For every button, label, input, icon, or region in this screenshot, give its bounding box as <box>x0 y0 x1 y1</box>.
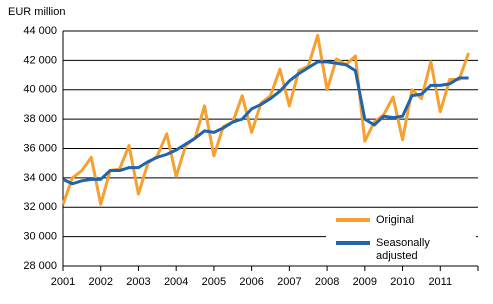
series-line <box>62 60 469 186</box>
y-tick-label: 44 000 <box>23 25 57 37</box>
x-tick-label: 2006 <box>239 276 263 288</box>
y-tick-label: 42 000 <box>23 54 57 66</box>
x-tick-label: 2007 <box>277 276 301 288</box>
x-tick-label: 2003 <box>126 276 150 288</box>
x-tick-label: 2009 <box>353 276 377 288</box>
series-line <box>61 33 470 206</box>
y-tick-label: 34 000 <box>23 172 57 184</box>
x-tick-label: 2008 <box>315 276 339 288</box>
x-tick-label: 2005 <box>202 276 226 288</box>
y-tick-label: 30 000 <box>23 231 57 243</box>
x-tick-label: 2002 <box>88 276 112 288</box>
y-tick-label: 32 000 <box>23 201 57 213</box>
x-tick-label: 2001 <box>51 276 75 288</box>
x-tick-label: 2011 <box>428 276 452 288</box>
legend-label: Original <box>376 214 414 226</box>
y-tick-label: 40 000 <box>23 84 57 96</box>
x-tick-label: 2004 <box>164 276 188 288</box>
legend-box <box>326 208 476 265</box>
y-tick-label: 38 000 <box>23 113 57 125</box>
legend-label: Seasonally adjusted <box>376 237 430 262</box>
y-tick-label: 36 000 <box>23 142 57 154</box>
y-tick-label: 28 000 <box>23 260 57 272</box>
y-axis-label: EUR million <box>8 6 65 18</box>
x-tick-label: 2010 <box>390 276 414 288</box>
